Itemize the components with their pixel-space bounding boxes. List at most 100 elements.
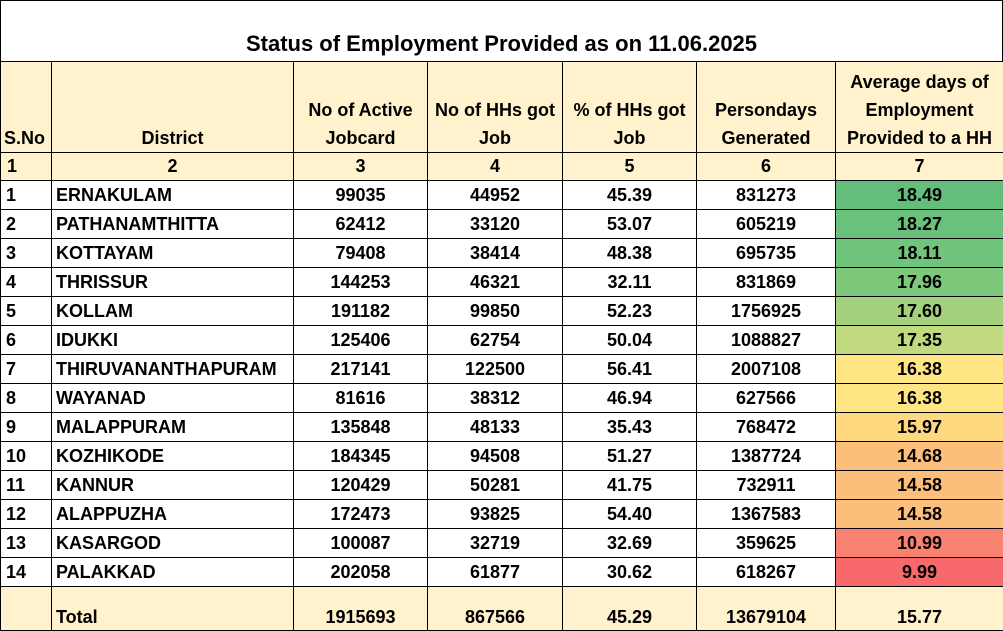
total-persondays: 13679104 bbox=[696, 586, 836, 631]
row-persondays: 831869 bbox=[696, 267, 836, 297]
row-average-days: 16.38 bbox=[835, 383, 1003, 413]
row-active-jobcard: 62412 bbox=[293, 209, 428, 239]
row-district: WAYANAD bbox=[51, 383, 294, 413]
row-average-days: 17.60 bbox=[835, 296, 1003, 326]
row-average-days: 17.35 bbox=[835, 325, 1003, 355]
total-hhs-got-job: 867566 bbox=[427, 586, 563, 631]
total-average-days: 15.77 bbox=[835, 586, 1003, 631]
row-pct-hhs-got-job: 45.39 bbox=[562, 180, 697, 210]
row-sno: 11 bbox=[0, 470, 52, 500]
row-sno: 14 bbox=[0, 557, 52, 587]
row-pct-hhs-got-job: 32.69 bbox=[562, 528, 697, 558]
total-district: Total bbox=[51, 586, 294, 631]
header-persondays: Persondays Generated bbox=[696, 61, 836, 153]
column-number: 2 bbox=[51, 152, 294, 181]
header-active-jobcard: No of Active Jobcard bbox=[293, 61, 428, 153]
row-district: PALAKKAD bbox=[51, 557, 294, 587]
header-district: District bbox=[51, 61, 294, 153]
row-persondays: 1387724 bbox=[696, 441, 836, 471]
column-number: 4 bbox=[427, 152, 563, 181]
table-row: 5 KOLLAM 191182 99850 52.23 1756925 17.60 bbox=[0, 296, 1003, 326]
row-pct-hhs-got-job: 32.11 bbox=[562, 267, 697, 297]
employment-table: S.No District No of Active Jobcard No of… bbox=[0, 61, 1003, 631]
row-average-days: 18.27 bbox=[835, 209, 1003, 239]
row-district: KOTTAYAM bbox=[51, 238, 294, 268]
row-active-jobcard: 202058 bbox=[293, 557, 428, 587]
header-sno: S.No bbox=[0, 61, 52, 153]
row-average-days: 18.49 bbox=[835, 180, 1003, 210]
total-row: Total 1915693 867566 45.29 13679104 15.77 bbox=[0, 586, 1003, 631]
row-hhs-got-job: 93825 bbox=[427, 499, 563, 529]
column-number-row: 1 2 3 4 5 6 7 bbox=[0, 152, 1003, 181]
row-sno: 13 bbox=[0, 528, 52, 558]
row-active-jobcard: 125406 bbox=[293, 325, 428, 355]
row-average-days: 9.99 bbox=[835, 557, 1003, 587]
row-pct-hhs-got-job: 53.07 bbox=[562, 209, 697, 239]
row-persondays: 605219 bbox=[696, 209, 836, 239]
row-sno: 5 bbox=[0, 296, 52, 326]
row-average-days: 14.58 bbox=[835, 470, 1003, 500]
row-hhs-got-job: 62754 bbox=[427, 325, 563, 355]
row-district: KASARGOD bbox=[51, 528, 294, 558]
row-persondays: 1088827 bbox=[696, 325, 836, 355]
row-hhs-got-job: 44952 bbox=[427, 180, 563, 210]
row-active-jobcard: 99035 bbox=[293, 180, 428, 210]
row-sno: 6 bbox=[0, 325, 52, 355]
row-persondays: 618267 bbox=[696, 557, 836, 587]
row-district: KANNUR bbox=[51, 470, 294, 500]
total-sno bbox=[0, 586, 52, 631]
row-hhs-got-job: 122500 bbox=[427, 354, 563, 384]
row-active-jobcard: 217141 bbox=[293, 354, 428, 384]
row-sno: 10 bbox=[0, 441, 52, 471]
row-hhs-got-job: 48133 bbox=[427, 412, 563, 442]
row-hhs-got-job: 38312 bbox=[427, 383, 563, 413]
row-hhs-got-job: 99850 bbox=[427, 296, 563, 326]
row-district: KOLLAM bbox=[51, 296, 294, 326]
table-row: 1 ERNAKULAM 99035 44952 45.39 831273 18.49 bbox=[0, 180, 1003, 210]
row-average-days: 17.96 bbox=[835, 267, 1003, 297]
row-hhs-got-job: 33120 bbox=[427, 209, 563, 239]
column-number: 6 bbox=[696, 152, 836, 181]
row-active-jobcard: 100087 bbox=[293, 528, 428, 558]
row-sno: 12 bbox=[0, 499, 52, 529]
row-district: THRISSUR bbox=[51, 267, 294, 297]
row-hhs-got-job: 61877 bbox=[427, 557, 563, 587]
table-row: 13 KASARGOD 100087 32719 32.69 359625 10.99 bbox=[0, 528, 1003, 558]
row-district: ALAPPUZHA bbox=[51, 499, 294, 529]
row-persondays: 1367583 bbox=[696, 499, 836, 529]
table-row: 4 THRISSUR 144253 46321 32.11 831869 17.96 bbox=[0, 267, 1003, 297]
table-row: 11 KANNUR 120429 50281 41.75 732911 14.58 bbox=[0, 470, 1003, 500]
table-row: 8 WAYANAD 81616 38312 46.94 627566 16.38 bbox=[0, 383, 1003, 413]
table-row: 9 MALAPPURAM 135848 48133 35.43 768472 15.97 bbox=[0, 412, 1003, 442]
row-pct-hhs-got-job: 52.23 bbox=[562, 296, 697, 326]
table-row: 3 KOTTAYAM 79408 38414 48.38 695735 18.11 bbox=[0, 238, 1003, 268]
column-number: 3 bbox=[293, 152, 428, 181]
row-pct-hhs-got-job: 41.75 bbox=[562, 470, 697, 500]
row-pct-hhs-got-job: 48.38 bbox=[562, 238, 697, 268]
row-active-jobcard: 184345 bbox=[293, 441, 428, 471]
header-row: S.No District No of Active Jobcard No of… bbox=[0, 61, 1003, 153]
row-average-days: 10.99 bbox=[835, 528, 1003, 558]
row-persondays: 831273 bbox=[696, 180, 836, 210]
row-hhs-got-job: 94508 bbox=[427, 441, 563, 471]
row-sno: 3 bbox=[0, 238, 52, 268]
row-sno: 2 bbox=[0, 209, 52, 239]
row-sno: 7 bbox=[0, 354, 52, 384]
row-district: IDUKKI bbox=[51, 325, 294, 355]
row-average-days: 18.11 bbox=[835, 238, 1003, 268]
total-active-jobcard: 1915693 bbox=[293, 586, 428, 631]
table-row: 6 IDUKKI 125406 62754 50.04 1088827 17.35 bbox=[0, 325, 1003, 355]
row-pct-hhs-got-job: 46.94 bbox=[562, 383, 697, 413]
row-hhs-got-job: 50281 bbox=[427, 470, 563, 500]
row-active-jobcard: 135848 bbox=[293, 412, 428, 442]
table-row: 2 PATHANAMTHITTA 62412 33120 53.07 605219 18.2… bbox=[0, 209, 1003, 239]
row-district: THIRUVANANTHAPURAM bbox=[51, 354, 294, 384]
row-average-days: 14.68 bbox=[835, 441, 1003, 471]
row-persondays: 695735 bbox=[696, 238, 836, 268]
row-active-jobcard: 172473 bbox=[293, 499, 428, 529]
total-pct-hhs-got-job: 45.29 bbox=[562, 586, 697, 631]
row-hhs-got-job: 38414 bbox=[427, 238, 563, 268]
header-pct-hhs-got-job: % of HHs got Job bbox=[562, 61, 697, 153]
header-average-days: Average days of Employment Provided to a… bbox=[835, 61, 1003, 153]
